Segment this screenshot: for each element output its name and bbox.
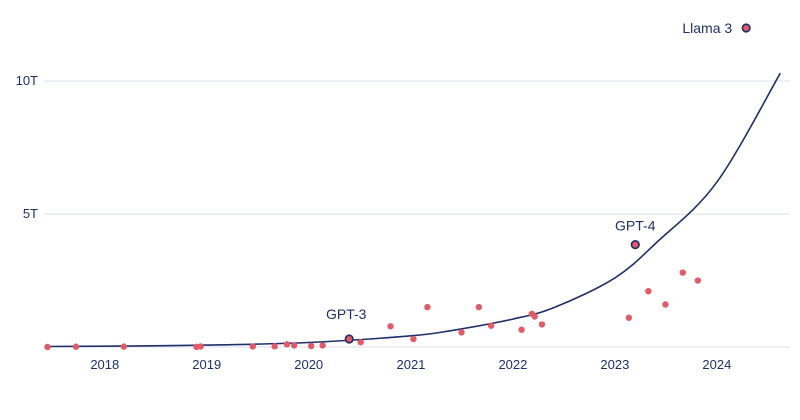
- x-tick-label: 2019: [192, 357, 221, 372]
- x-tick-label: 2024: [702, 357, 731, 372]
- data-point: [44, 343, 51, 351]
- data-point: [645, 287, 652, 295]
- data-point: [308, 342, 315, 350]
- x-tick-label: 2020: [294, 357, 323, 372]
- data-point: [283, 341, 291, 348]
- data-point: [487, 322, 495, 329]
- data-point: [319, 342, 326, 349]
- data-point: [625, 314, 633, 321]
- data-point: [694, 277, 702, 284]
- data-point: [120, 343, 127, 350]
- trend-line: [44, 72, 781, 348]
- x-tick-label: 2018: [90, 357, 119, 372]
- data-point: [679, 269, 686, 276]
- annotations-layer: GPT-3 GPT-4 Llama 3: [326, 20, 751, 344]
- data-point: [357, 339, 364, 346]
- data-point: [249, 343, 257, 350]
- highlight-point: [344, 334, 354, 344]
- x-tick-label: 2022: [498, 357, 527, 372]
- data-point: [290, 342, 298, 349]
- gridlines: [44, 80, 790, 348]
- highlight-point: [630, 240, 640, 250]
- data-point: [518, 326, 525, 333]
- y-tick-label: 10T: [16, 73, 38, 88]
- data-point: [531, 313, 538, 320]
- data-point: [424, 303, 431, 311]
- x-tick-label: 2023: [600, 357, 629, 372]
- trend-layer: [44, 72, 781, 348]
- x-tick-label: 2021: [396, 357, 425, 372]
- data-point: [410, 335, 417, 343]
- annotation-label: GPT-4: [615, 218, 656, 234]
- data-point: [458, 329, 465, 336]
- data-point: [387, 323, 394, 330]
- data-point: [538, 321, 546, 328]
- data-point: [72, 343, 80, 350]
- annotation-label: Llama 3: [682, 20, 732, 36]
- y-tick-label: 5T: [23, 206, 38, 221]
- highlight-point: [741, 23, 751, 33]
- points-layer: [44, 269, 702, 351]
- data-point: [475, 303, 483, 311]
- data-point: [662, 301, 669, 308]
- annotation-label: GPT-3: [326, 306, 367, 322]
- axis-labels: 5T 10T 2018 2019 2020 2021 2022 2023 2024: [16, 73, 732, 372]
- data-point: [271, 343, 278, 350]
- data-point: [197, 343, 204, 350]
